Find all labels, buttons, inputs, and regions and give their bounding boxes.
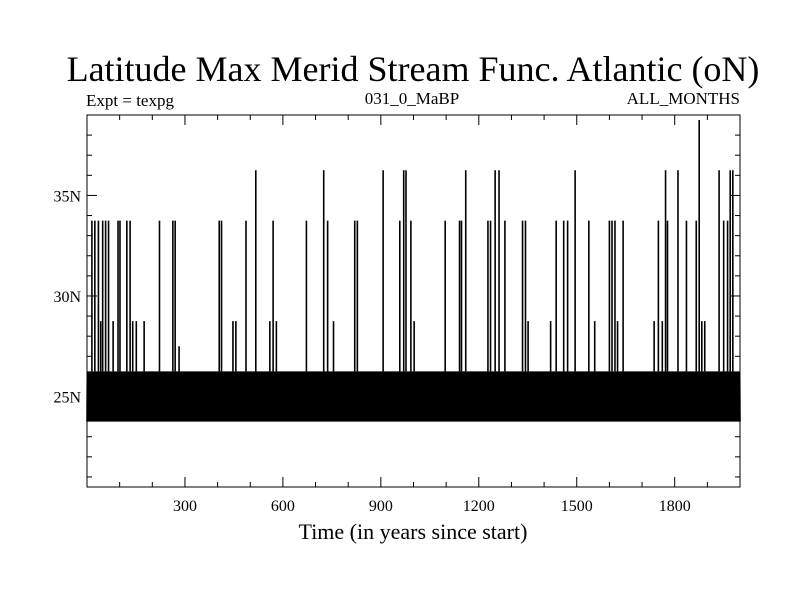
- x-tick-label-900: 900: [369, 498, 393, 515]
- x-tick-label-1500: 1500: [561, 498, 593, 515]
- y-tick-label-35N: 35N: [53, 188, 81, 205]
- axis-ticks: [87, 114, 740, 487]
- x-axis-label: Time (in years since start): [299, 519, 528, 544]
- plot-area: [86, 120, 741, 422]
- series-0-baseline-band: [86, 371, 741, 422]
- chart-title: Latitude Max Merid Stream Func. Atlantic…: [67, 49, 760, 89]
- x-axis-tick-labels: 300 600 900 1200 1500 1800: [173, 498, 691, 515]
- x-tick-label-600: 600: [271, 498, 295, 515]
- x-tick-label-1800: 1800: [659, 498, 691, 515]
- subtitle-left: Expt = texpg: [86, 91, 174, 110]
- y-tick-label-30N: 30N: [53, 289, 81, 306]
- y-axis-tick-labels: 25N 30N 35N: [53, 188, 81, 406]
- subtitle-center: 031_0_MaBP: [365, 89, 459, 108]
- subtitle-right: ALL_MONTHS: [627, 89, 740, 108]
- x-tick-label-1200: 1200: [463, 498, 495, 515]
- y-tick-label-25N: 25N: [53, 390, 81, 407]
- x-tick-label-300: 300: [173, 498, 197, 515]
